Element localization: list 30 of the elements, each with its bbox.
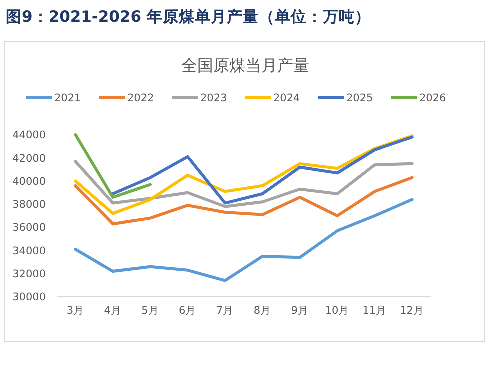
chart-subtitle: 全国原煤当月产量	[182, 56, 310, 75]
y-tick-label: 30000	[12, 292, 46, 304]
y-tick-label: 38000	[12, 199, 46, 212]
legend-label: 2025	[346, 92, 374, 105]
y-tick-label: 44000	[12, 130, 46, 142]
chart-title: 图9：2021-2026 年原煤单月产量（单位：万吨）	[6, 8, 371, 26]
legend-label: 2022	[128, 92, 154, 105]
x-tick-label: 5月	[142, 305, 160, 317]
x-tick-label: 4月	[104, 305, 122, 317]
line-series	[74, 176, 414, 226]
line-series	[74, 160, 414, 208]
y-tick-label: 42000	[12, 152, 46, 165]
x-tick-label: 9月	[291, 305, 309, 317]
y-tick-label: 34000	[12, 245, 46, 258]
x-tick-label: 10月	[325, 305, 350, 317]
line-series	[74, 198, 414, 282]
y-tick-label: 32000	[12, 268, 46, 281]
legend-label: 2024	[274, 92, 301, 105]
x-tick-label: 7月	[216, 305, 234, 317]
y-tick-label: 40000	[12, 176, 46, 188]
line-series	[112, 136, 414, 205]
x-tick-label: 12月	[400, 305, 424, 317]
x-tick-label: 3月	[66, 305, 85, 317]
y-tick-label: 36000	[12, 222, 46, 234]
x-tick-label: 8月	[254, 305, 272, 317]
legend-label: 2021	[54, 92, 82, 105]
x-tick-label: 6月	[179, 305, 197, 317]
x-tick-label: 11月	[362, 305, 388, 317]
legend-label: 2026	[420, 92, 447, 105]
legend-label: 2023	[200, 92, 228, 105]
